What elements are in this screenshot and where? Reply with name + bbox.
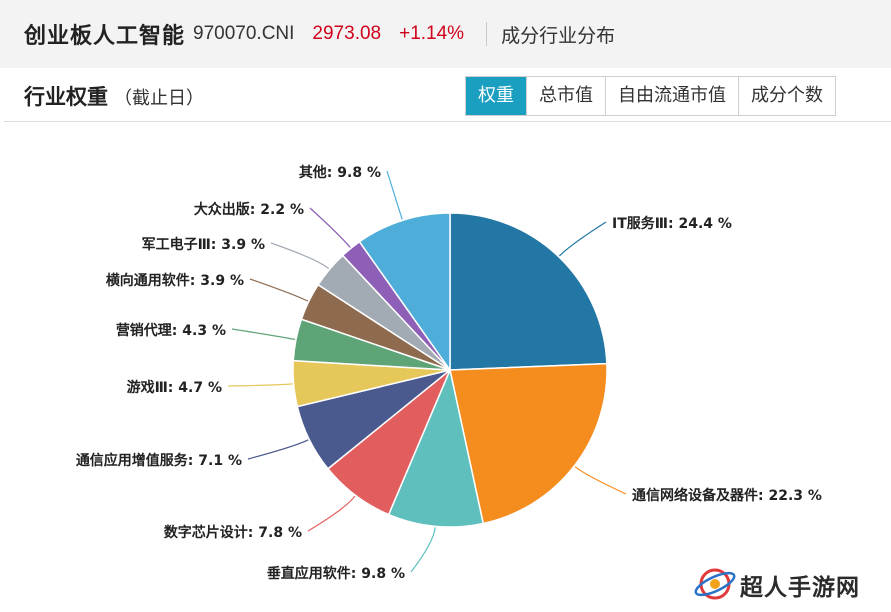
pie-leader-line-10 bbox=[309, 207, 351, 248]
tab-total-market-cap[interactable]: 总市值 bbox=[527, 77, 606, 115]
watermark: 超人手游网 bbox=[692, 560, 888, 608]
pie-slices bbox=[292, 212, 608, 528]
card-title-text: 行业权重 bbox=[24, 85, 108, 109]
pie-label-9: 军工电子Ⅲ: 3.9 % bbox=[142, 236, 265, 253]
tab-free-float-market-cap[interactable]: 自由流通市值 bbox=[606, 77, 739, 115]
metric-tabs: 权重 总市值 自由流通市值 成分个数 bbox=[465, 76, 836, 116]
tab-weight[interactable]: 权重 bbox=[466, 77, 527, 115]
watermark-text: 超人手游网 bbox=[740, 575, 860, 601]
index-change: +1.14% bbox=[399, 23, 465, 44]
index-price: 2973.08 bbox=[312, 23, 382, 44]
pie-label-7: 营销代理: 4.3 % bbox=[116, 322, 226, 339]
pie-leader-line-9 bbox=[270, 242, 330, 270]
index-code: 970070.CNI bbox=[193, 23, 295, 44]
pie-label-3: 垂直应用软件: 9.8 % bbox=[267, 565, 405, 582]
pie-leader-line-7 bbox=[231, 328, 296, 341]
pie-label-11: 其他: 9.8 % bbox=[299, 164, 381, 181]
watermark-logo-icon bbox=[694, 568, 736, 600]
pie-label-2: 通信网络设备及器件: 22.3 % bbox=[632, 487, 822, 504]
card-header: 行业权重 （截止日） 权重 总市值 自由流通市值 成分个数 bbox=[4, 68, 891, 122]
section-link-industry-distribution[interactable]: 成分行业分布 bbox=[501, 24, 616, 47]
pie-leader-line-6 bbox=[227, 383, 293, 387]
pie-leader-line-4 bbox=[307, 495, 356, 532]
pie-label-5: 通信应用增值服务: 7.1 % bbox=[76, 452, 242, 469]
card-title: 行业权重 （截止日） bbox=[24, 81, 204, 111]
pie-label-1: IT服务Ⅲ: 24.4 % bbox=[612, 215, 732, 232]
pie-leader-line-1 bbox=[558, 221, 607, 257]
pie-leader-line-11 bbox=[386, 170, 403, 220]
pie-leader-line-8 bbox=[249, 278, 309, 302]
pie-label-10: 大众出版: 2.2 % bbox=[194, 201, 304, 218]
pie-slice-1[interactable] bbox=[449, 212, 608, 371]
pie-label-8: 横向通用软件: 3.9 % bbox=[106, 272, 244, 289]
header-divider bbox=[486, 22, 488, 46]
pie-leader-line-5 bbox=[247, 439, 309, 460]
pie-slice-2[interactable] bbox=[449, 362, 608, 525]
pie-labels: IT服务Ⅲ: 24.4 % 通信网络设备及器件: 22.3 % 垂直应用软件: 9.… bbox=[76, 164, 822, 582]
tab-constituent-count[interactable]: 成分个数 bbox=[739, 77, 835, 115]
pie-slice-11[interactable] bbox=[358, 212, 451, 373]
pie-leader-line-3 bbox=[410, 527, 436, 573]
pie-leader-line-2 bbox=[574, 466, 627, 495]
card-subtitle: （截止日） bbox=[114, 88, 204, 109]
pie-label-4: 数字芯片设计: 7.8 % bbox=[164, 524, 302, 541]
index-name: 创业板人工智能 bbox=[24, 24, 186, 49]
index-header-bar: 创业板人工智能 970070.CNI 2973.08 +1.14% 成分行业分布 bbox=[0, 0, 891, 68]
pie-label-6: 游戏Ⅲ: 4.7 % bbox=[127, 379, 222, 396]
pie-slice-3[interactable] bbox=[387, 367, 485, 528]
